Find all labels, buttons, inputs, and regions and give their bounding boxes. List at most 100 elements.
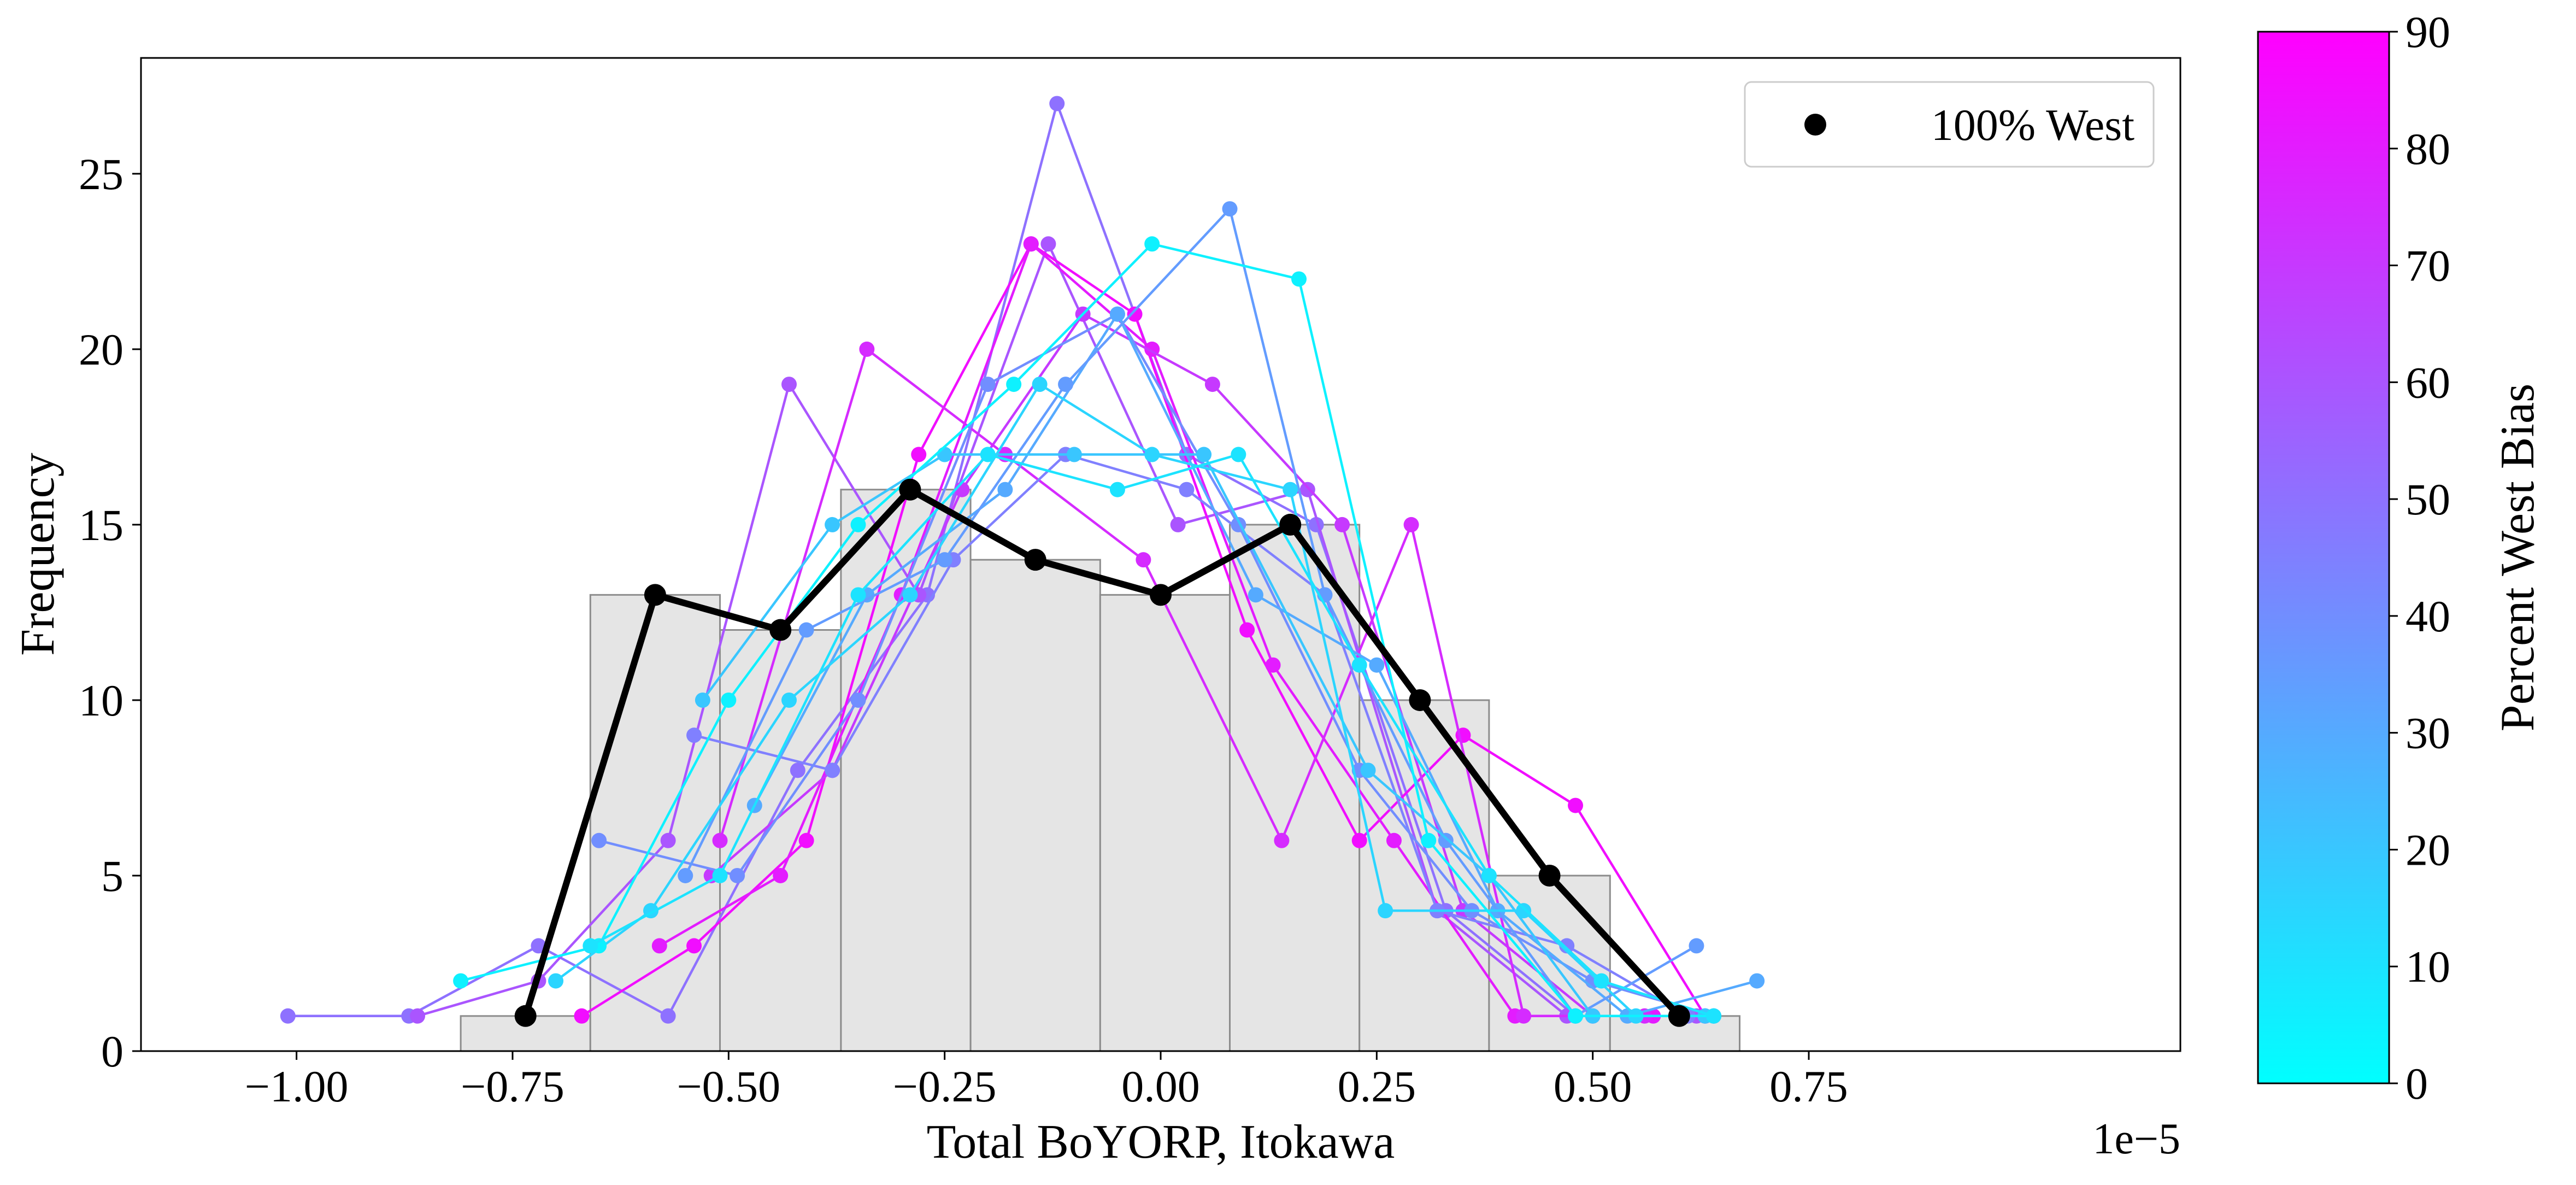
series-point bbox=[850, 517, 866, 532]
colorbar-gradient bbox=[2257, 31, 2390, 1084]
bias-series bbox=[583, 447, 1722, 1024]
legend-box bbox=[1744, 81, 2155, 168]
series-point bbox=[410, 1008, 426, 1024]
series-point bbox=[591, 832, 607, 848]
series-point bbox=[1481, 867, 1497, 883]
west-100-series bbox=[514, 478, 1690, 1027]
series-point bbox=[1403, 517, 1419, 532]
series-point bbox=[1204, 377, 1220, 392]
series-point bbox=[980, 447, 996, 462]
series-point bbox=[1568, 797, 1584, 813]
series-point bbox=[1144, 236, 1160, 252]
series-point bbox=[1040, 236, 1056, 252]
series-point bbox=[1032, 377, 1048, 392]
y-axis-ticks: 0 5 10 15 20 25 bbox=[79, 149, 141, 1076]
series-point bbox=[1170, 517, 1186, 532]
series-point bbox=[712, 832, 728, 848]
series-line bbox=[598, 313, 1714, 1017]
series-point bbox=[721, 692, 737, 708]
series-point bbox=[280, 1008, 296, 1024]
colorbar-tick-label: 30 bbox=[2406, 708, 2450, 758]
west-100-point bbox=[1538, 864, 1561, 887]
series-point bbox=[825, 762, 840, 778]
west-100-point bbox=[899, 478, 921, 501]
colorbar-ticks: 0 10 20 30 40 50 60 70 80 90 bbox=[2389, 7, 2450, 1108]
series-point bbox=[1265, 657, 1281, 673]
x-tick-label: 0.50 bbox=[1554, 1061, 1632, 1111]
series-point bbox=[1351, 657, 1367, 673]
west-100-point bbox=[644, 584, 666, 606]
x-tick-label: −1.00 bbox=[245, 1061, 349, 1111]
series-point bbox=[1369, 657, 1385, 673]
histogram-bar bbox=[1099, 594, 1231, 1051]
series-point bbox=[574, 1008, 590, 1024]
series-point bbox=[1248, 587, 1263, 603]
series-point bbox=[1291, 271, 1307, 287]
colorbar-tick-label: 0 bbox=[2406, 1059, 2428, 1108]
series-point bbox=[1136, 552, 1151, 568]
series-point bbox=[678, 867, 693, 883]
series-point bbox=[997, 482, 1013, 497]
y-tick-label: 25 bbox=[79, 149, 123, 199]
series-point bbox=[798, 622, 814, 638]
series-point bbox=[1109, 306, 1125, 322]
series-point bbox=[1283, 482, 1298, 497]
x-tick-label: −0.75 bbox=[461, 1061, 564, 1111]
series-point bbox=[1559, 938, 1575, 954]
histogram-bar bbox=[969, 559, 1101, 1051]
series-point bbox=[1058, 377, 1074, 392]
colorbar-tick-label: 20 bbox=[2406, 825, 2450, 875]
y-tick-label: 0 bbox=[101, 1026, 123, 1076]
series-point bbox=[902, 587, 918, 603]
series-point bbox=[937, 552, 952, 568]
x-axis-ticks: −1.00 −0.75 −0.50 −0.25 0.00 0.25 0.50 0.75 bbox=[245, 1051, 1848, 1111]
series-point bbox=[1689, 938, 1704, 954]
series-point bbox=[712, 867, 728, 883]
series-point bbox=[850, 587, 866, 603]
series-point bbox=[980, 377, 996, 392]
series-point bbox=[686, 728, 702, 743]
colorbar-tick-label: 60 bbox=[2406, 357, 2450, 407]
series-point bbox=[1127, 306, 1143, 322]
colorbar-tick-label: 40 bbox=[2406, 591, 2450, 641]
series-point bbox=[1274, 832, 1290, 848]
y-axis-label: Frequency bbox=[11, 453, 64, 655]
series-line bbox=[460, 243, 1714, 1018]
series-point bbox=[1222, 201, 1238, 217]
x-axis-label: Total BoYORP, Itokawa bbox=[927, 1116, 1395, 1169]
series-point bbox=[1386, 832, 1402, 848]
west-100-point bbox=[769, 619, 792, 641]
series-point bbox=[911, 447, 927, 462]
series-point bbox=[1299, 482, 1315, 497]
y-tick-label: 15 bbox=[79, 500, 123, 550]
series-point bbox=[1006, 377, 1022, 392]
series-point bbox=[1421, 832, 1437, 848]
series-point bbox=[1516, 1008, 1532, 1024]
colorbar-label: Percent West Bias bbox=[2491, 384, 2544, 732]
series-point bbox=[1749, 973, 1765, 989]
series-line bbox=[719, 348, 1645, 1018]
series-point bbox=[695, 692, 710, 708]
west-100-point bbox=[1150, 584, 1172, 606]
histogram-bars bbox=[460, 489, 1741, 1051]
x-tick-label: −0.50 bbox=[677, 1061, 780, 1111]
colorbar-tick-label: 90 bbox=[2406, 7, 2450, 57]
series-point bbox=[1378, 903, 1393, 919]
series-point bbox=[1593, 973, 1609, 989]
histogram-bar bbox=[719, 629, 842, 1051]
bias-series-lines bbox=[280, 96, 1765, 1024]
x-tick-label: 0.25 bbox=[1338, 1061, 1416, 1111]
series-point bbox=[1568, 1008, 1584, 1024]
series-point bbox=[781, 377, 797, 392]
x-tick-label: −0.25 bbox=[893, 1061, 997, 1111]
y-tick-label: 10 bbox=[79, 676, 123, 725]
y-tick-label: 5 bbox=[101, 851, 123, 901]
x-axis-scale-label: 1e−5 bbox=[2092, 1115, 2180, 1163]
west-100-point bbox=[1024, 549, 1046, 571]
series-point bbox=[773, 867, 789, 883]
west-100-point bbox=[514, 1005, 537, 1027]
series-point bbox=[1239, 622, 1255, 638]
series-point bbox=[453, 973, 469, 989]
series-point bbox=[651, 938, 667, 954]
